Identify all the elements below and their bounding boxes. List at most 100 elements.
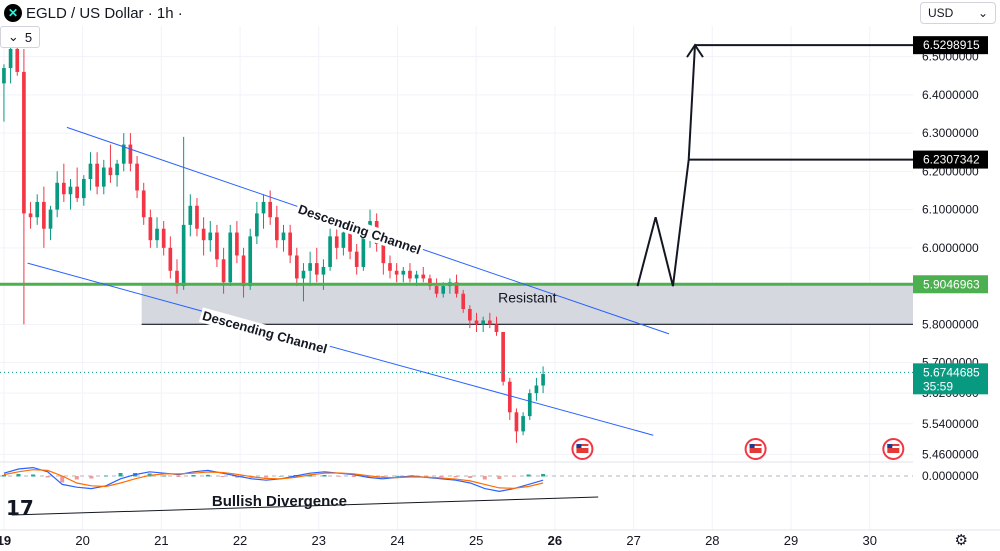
candle-body — [428, 278, 432, 287]
candle-body — [454, 282, 459, 294]
annotation-label-bg — [294, 200, 425, 259]
macd-pane — [0, 461, 913, 516]
candle-body — [487, 320, 492, 325]
chevron-down-icon[interactable]: ⌄ — [7, 29, 19, 44]
price-tick-label: 5.5400000 — [922, 417, 979, 431]
date-tick-label: 19 — [0, 533, 11, 548]
annotation-label-bg — [198, 307, 331, 358]
price-label-text: 6.2307342 — [923, 153, 980, 167]
candle-body — [328, 236, 332, 267]
flag-stripe — [749, 446, 762, 448]
egld-logo-icon: ✕ — [4, 4, 22, 22]
candle-body — [394, 270, 399, 275]
macd-histogram-bar — [337, 476, 342, 477]
macd-histogram-bar — [439, 476, 444, 478]
flag-stripe — [887, 446, 900, 448]
candle-body — [168, 247, 173, 271]
candle-body — [248, 236, 253, 287]
candle-body — [135, 163, 139, 191]
candle-body — [388, 263, 392, 271]
tradingview-logo-icon[interactable]: 17 — [6, 496, 34, 520]
candle-body — [128, 144, 133, 164]
candle-body — [241, 255, 246, 287]
candle-body — [514, 412, 519, 432]
date-tick-label: 28 — [705, 533, 719, 548]
candles — [2, 26, 545, 443]
candle-body — [215, 232, 219, 260]
macd-histogram-bar — [89, 476, 94, 479]
candle-body — [281, 232, 286, 241]
candle-body — [314, 263, 319, 275]
candle-body — [501, 331, 505, 382]
candle-body — [221, 259, 226, 283]
flag-canton — [749, 444, 755, 448]
candle-body — [48, 209, 53, 229]
candle-body — [321, 266, 326, 275]
candle-body — [288, 232, 292, 256]
indicator-toggle[interactable]: ⌄ 5 — [0, 26, 40, 48]
candle-body — [348, 232, 352, 252]
macd-histogram-bar — [395, 475, 400, 477]
price-label-box — [913, 36, 988, 55]
candle-body — [341, 232, 346, 248]
macd-line — [3, 466, 544, 493]
macd-histogram-bar — [45, 476, 50, 478]
candle-body — [208, 232, 213, 241]
candle-body — [408, 270, 412, 279]
annotation-label: Resistant — [498, 290, 556, 306]
candle-body — [28, 213, 33, 218]
candle-body — [175, 270, 179, 287]
price-axis: 6.50000006.40000006.30000006.20000006.10… — [913, 0, 1000, 530]
macd-histogram-bar — [424, 476, 429, 477]
candle-body — [188, 205, 193, 225]
gear-icon[interactable]: ⚙ — [954, 532, 968, 549]
flag-stripe — [576, 446, 589, 448]
flag-stripes — [887, 444, 900, 453]
candle-body — [361, 232, 366, 267]
candle-body — [275, 217, 279, 241]
macd-histogram-bar — [278, 476, 283, 477]
macd-histogram-bar — [264, 476, 269, 478]
economic-events — [571, 438, 905, 460]
last-price-text: 5.6744685 — [923, 365, 980, 379]
macd-histogram-bar — [60, 476, 65, 483]
price-tick-label: 6.0000000 — [922, 241, 979, 255]
date-tick-label: 20 — [75, 533, 89, 548]
price-tick-label: 6.4000000 — [922, 88, 979, 102]
candle-body — [108, 167, 113, 176]
macd-histogram-bar — [351, 476, 356, 477]
candle-body — [507, 381, 512, 413]
candle-body — [541, 374, 545, 386]
candle-body — [308, 263, 312, 271]
macd-histogram-bar — [191, 475, 196, 477]
price-tick-label: 5.4600000 — [922, 447, 979, 461]
candle-body — [354, 251, 359, 267]
candle-body — [15, 48, 20, 72]
macd-histogram-bar — [468, 476, 473, 478]
us-flag-icon — [882, 438, 905, 460]
flag-stripes — [576, 444, 589, 453]
date-tick-label: 24 — [390, 533, 404, 548]
candle-body — [468, 309, 472, 321]
candle-body — [461, 293, 466, 310]
macd-histogram-bar — [482, 476, 487, 480]
macd-histogram-bar — [118, 473, 123, 477]
candle-body — [474, 320, 479, 325]
candle-body — [81, 178, 86, 199]
signal-line — [3, 469, 544, 489]
symbol-title[interactable]: EGLD / US Dollar · 1h · — [26, 4, 183, 22]
price-label-text: 5.9046963 — [923, 277, 980, 291]
candle-body — [155, 228, 159, 241]
candle-body — [494, 324, 499, 332]
candle-body — [8, 48, 13, 69]
candle-body — [481, 320, 486, 325]
date-tick-label: 29 — [784, 533, 798, 548]
currency-select[interactable]: USD ⌄ — [920, 2, 996, 24]
candle-body — [35, 201, 40, 218]
macd-histogram-bar — [497, 476, 502, 479]
price-label-box — [913, 275, 988, 294]
candle-body — [294, 255, 299, 279]
macd-histogram-bar — [16, 474, 21, 477]
macd-histogram-bar — [511, 476, 516, 477]
